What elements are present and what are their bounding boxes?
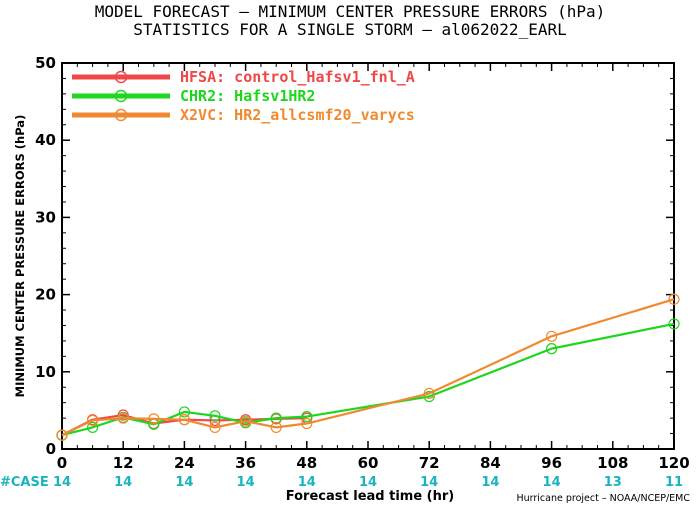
x-tick-label: 96	[541, 454, 562, 472]
case-count: 14	[420, 475, 438, 490]
x-tick-label: 60	[358, 454, 379, 472]
case-count: 14	[175, 475, 193, 490]
data-point	[270, 412, 282, 424]
data-point	[545, 330, 558, 342]
x-tick-label: 108	[597, 454, 628, 472]
x-tick-label: 24	[174, 454, 195, 472]
data-point	[301, 417, 313, 430]
x-tick-label: 0	[57, 454, 67, 472]
case-count: 11	[665, 475, 683, 490]
y-tick-label: 0	[46, 440, 56, 458]
legend-label: X2VC: HR2_allcsmf20_varycs	[180, 106, 415, 124]
data-point	[240, 415, 252, 427]
data-point	[668, 293, 680, 305]
x-axis-label: Forecast lead time (hr)	[286, 489, 454, 504]
y-tick-label: 40	[35, 131, 56, 149]
data-point	[148, 413, 160, 425]
legend-label: CHR2: Hafsv1HR2	[180, 87, 315, 105]
x-tick-label: 84	[480, 454, 501, 472]
data-point	[86, 414, 99, 427]
y-tick-label: 30	[35, 208, 56, 226]
y-axis-label: MINIMUM CENTER PRESSURE ERRORS (hPa)	[13, 115, 27, 398]
data-point	[56, 429, 68, 441]
case-count: 14	[481, 475, 499, 490]
case-label: #CASE	[0, 475, 49, 490]
data-point	[209, 421, 221, 433]
data-point	[270, 421, 282, 433]
y-tick-label: 10	[35, 363, 56, 381]
x-tick-label: 36	[235, 454, 256, 472]
legend-label: HFSA: control_Hafsv1_fnl_A	[180, 68, 415, 86]
legend-marker	[114, 70, 128, 84]
y-tick-label: 20	[35, 286, 56, 304]
chart-title: MODEL FORECAST – MINIMUM CENTER PRESSURE…	[95, 2, 606, 21]
case-count: 14	[298, 475, 316, 490]
data-point	[209, 410, 221, 422]
data-point	[178, 406, 190, 418]
chart-subtitle: STATISTICS FOR A SINGLE STORM – al062022…	[133, 20, 566, 39]
data-point	[301, 410, 313, 423]
case-count: 14	[237, 475, 255, 490]
legend-marker	[114, 108, 128, 122]
data-point	[86, 421, 99, 433]
x-tick-label: 12	[113, 454, 134, 472]
data-point	[545, 343, 558, 355]
case-count: 14	[543, 475, 561, 490]
x-tick-label: 72	[419, 454, 440, 472]
y-tick-label: 50	[35, 54, 56, 72]
series-line	[61, 298, 675, 437]
data-point	[178, 414, 190, 426]
data-point	[423, 390, 435, 403]
case-count: 14	[114, 475, 132, 490]
case-count: 14	[53, 475, 71, 490]
data-point	[423, 387, 435, 400]
credit-text: Hurricane project – NOAA/NCEP/EMC	[516, 493, 690, 504]
data-point	[668, 318, 680, 330]
data-point	[117, 412, 129, 424]
x-tick-label: 120	[658, 454, 689, 472]
legend-marker	[114, 89, 128, 103]
case-count: 14	[359, 475, 377, 490]
case-count: 13	[604, 475, 622, 490]
x-tick-label: 48	[296, 454, 317, 472]
